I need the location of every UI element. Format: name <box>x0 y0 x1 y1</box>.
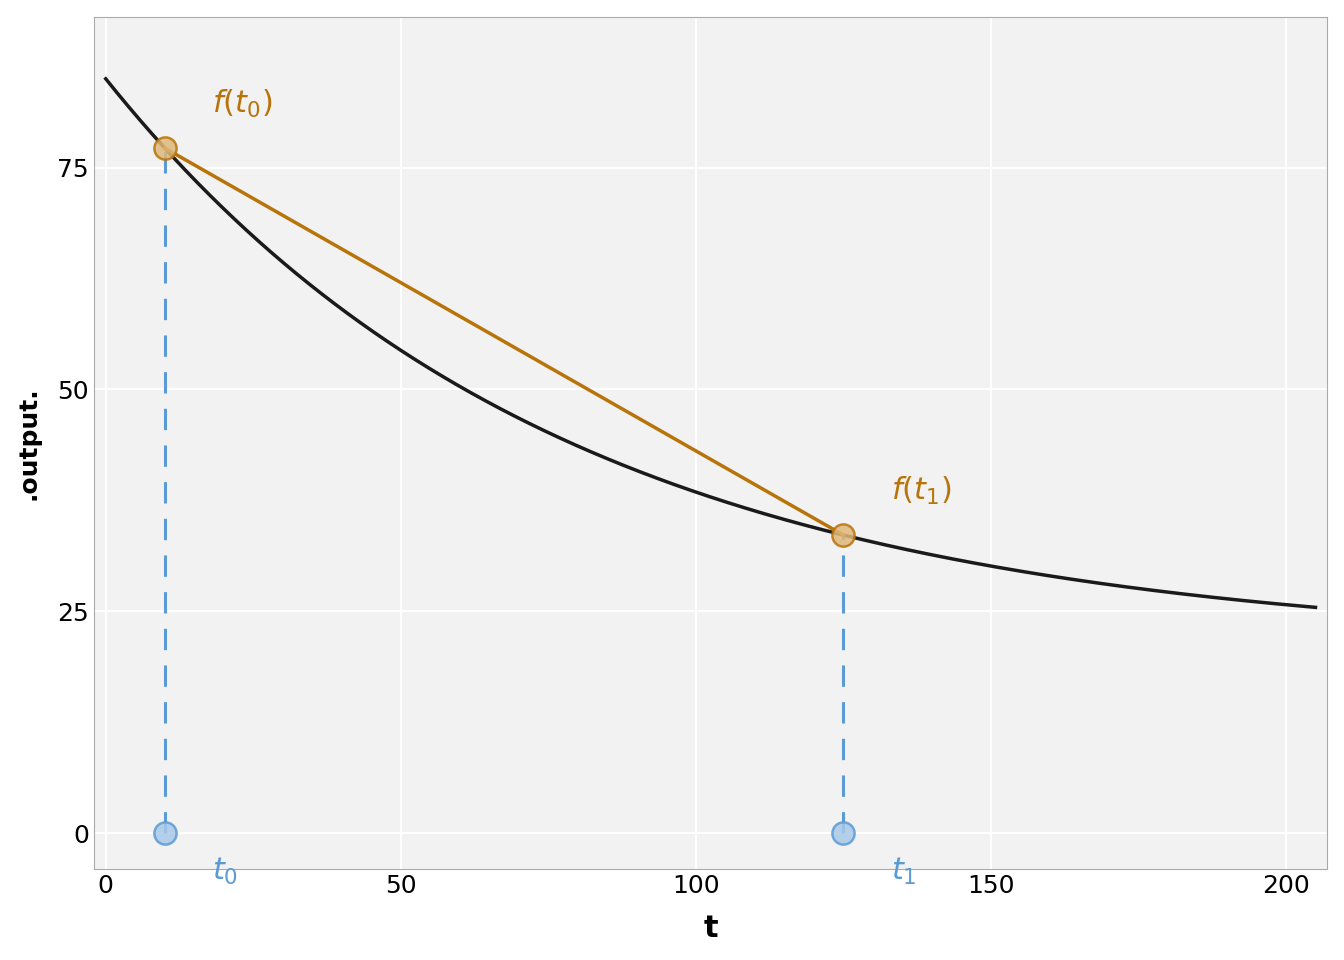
Text: $f(t_0)$: $f(t_0)$ <box>212 87 273 120</box>
X-axis label: t: t <box>703 914 718 944</box>
Text: $t_1$: $t_1$ <box>891 855 917 887</box>
Text: $f(t_1)$: $f(t_1)$ <box>891 474 952 507</box>
Y-axis label: .output.: .output. <box>16 386 40 499</box>
Text: $t_0$: $t_0$ <box>212 855 238 887</box>
